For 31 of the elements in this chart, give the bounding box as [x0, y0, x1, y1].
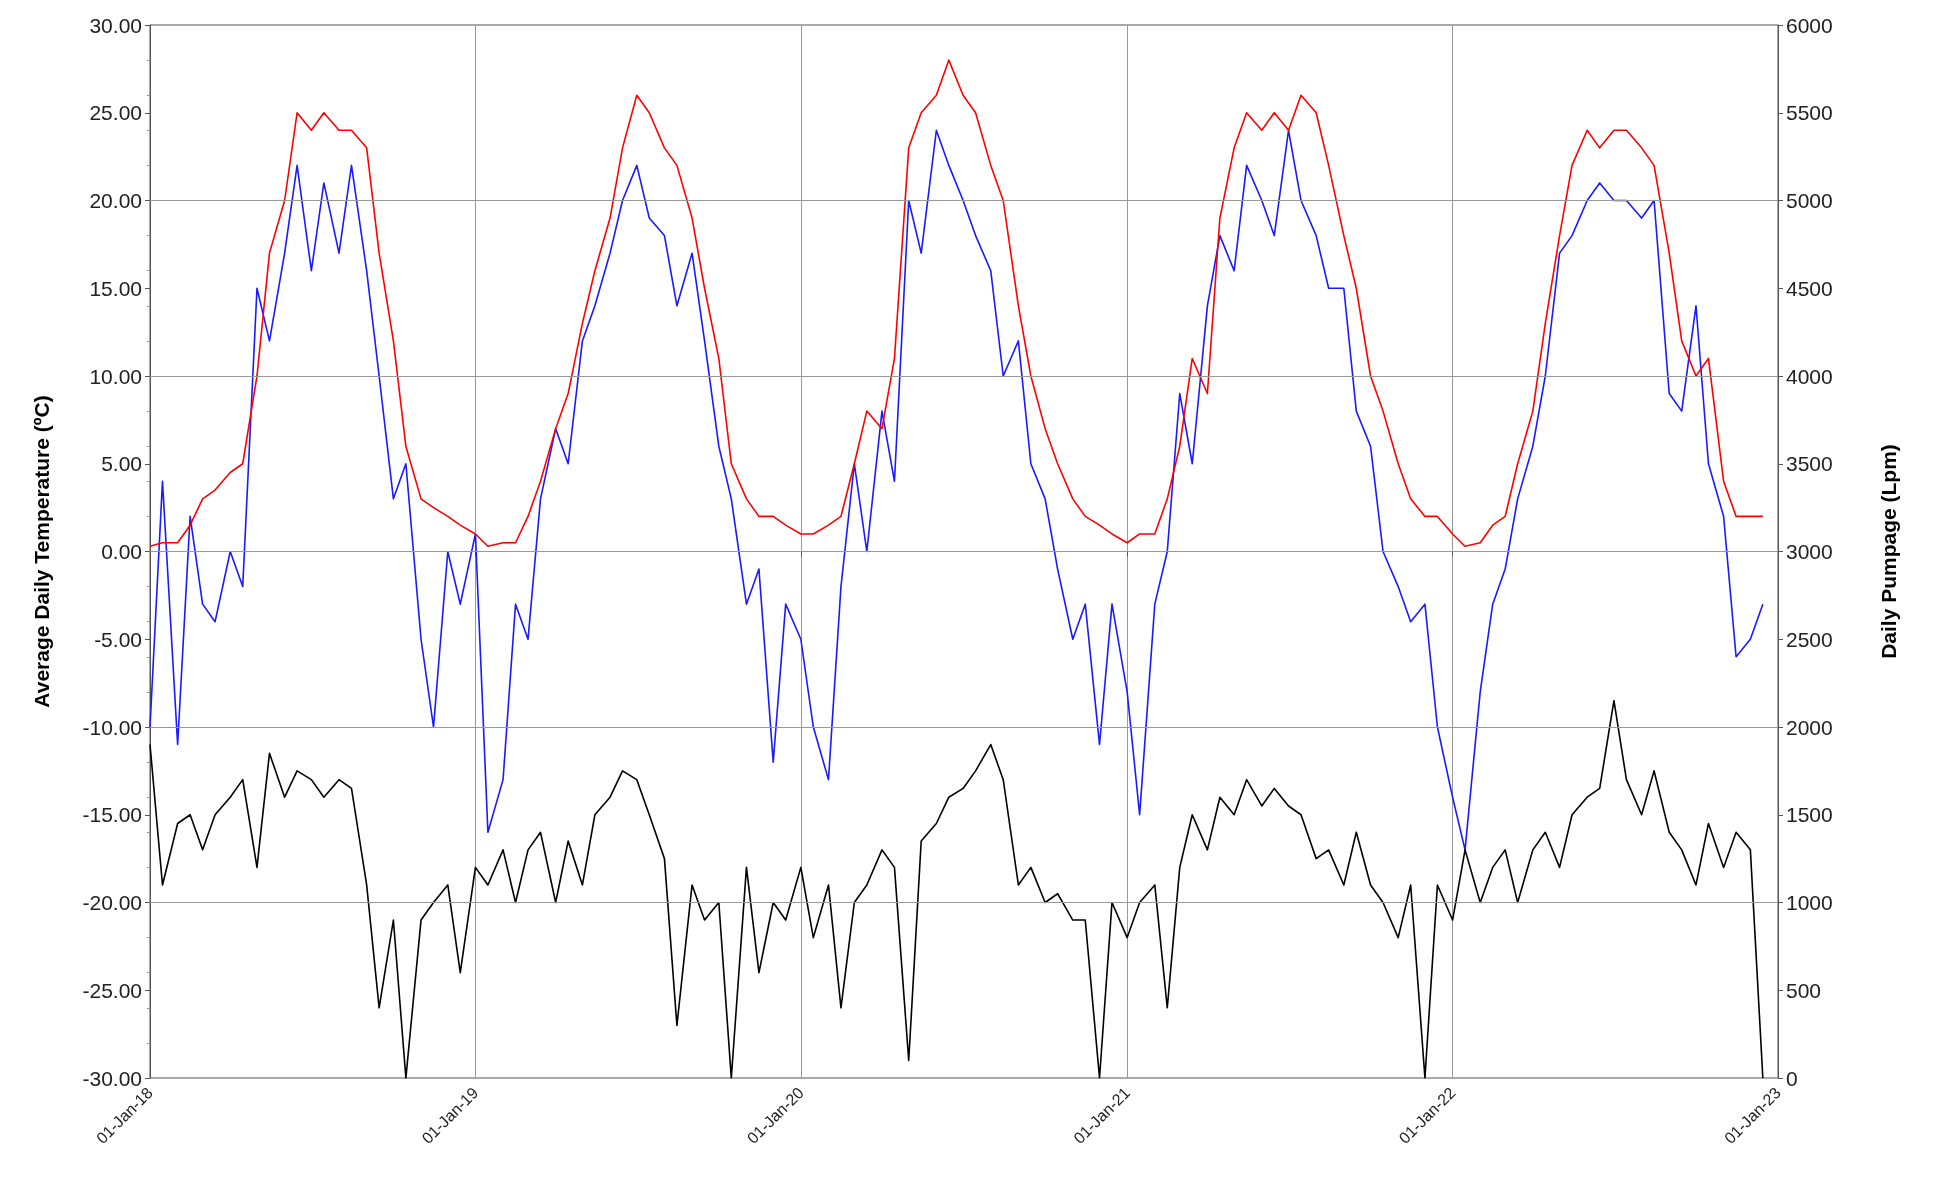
y2-tick-label: 4500	[1786, 276, 1833, 300]
y-tick-label: 30.00	[89, 13, 142, 37]
y2-tick-label: 3500	[1786, 452, 1833, 476]
y2-tick-label: 500	[1786, 978, 1822, 1002]
y-tick-label: -20.00	[82, 891, 142, 914]
y-tick-label: 10.00	[89, 364, 142, 388]
y2-tick-label: 2000	[1786, 715, 1833, 739]
y2-tick-label: 1500	[1786, 803, 1833, 827]
y-tick-label: 25.00	[89, 101, 142, 125]
y-tick-label: -15.00	[82, 803, 142, 827]
y2-tick-label: 2500	[1786, 627, 1833, 651]
y2-tick-label: 6000	[1786, 13, 1833, 37]
y2-tick-label: 5000	[1786, 189, 1833, 212]
y2-tick-label: 4000	[1786, 364, 1833, 388]
line-series	[149, 699, 1764, 1079]
y2-axis-title: Daily Pumpage (Lpm)	[1877, 444, 1900, 659]
y-tick-label: 15.00	[89, 276, 142, 300]
line-series	[149, 129, 1764, 851]
y-tick-label: -5.00	[94, 627, 142, 651]
y-tick-label: 20.00	[89, 189, 142, 212]
y-axis-title: Average Daily Temperature (ºC)	[30, 395, 53, 708]
y2-tick-label: 5500	[1786, 101, 1833, 125]
y-tick-label: -10.00	[82, 715, 142, 739]
y2-tick-label: 0	[1786, 1066, 1798, 1090]
line-series	[149, 59, 1764, 548]
y-tick-label: 5.00	[101, 452, 142, 476]
y-tick-label: -30.00	[82, 1066, 142, 1090]
y2-tick-label: 1000	[1786, 891, 1833, 914]
y2-tick-label: 3000	[1786, 540, 1833, 563]
y-tick-label: 0.00	[101, 540, 142, 563]
y-tick-label: -25.00	[82, 978, 142, 1002]
